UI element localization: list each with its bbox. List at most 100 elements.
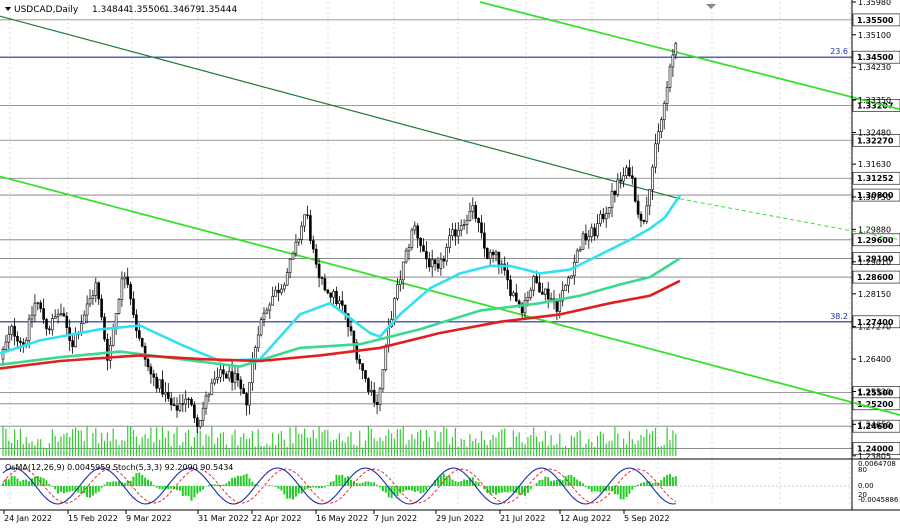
osma-bar — [8, 479, 10, 486]
candle-body — [527, 297, 529, 300]
candle-body — [333, 291, 335, 297]
osma-bar — [362, 483, 364, 486]
osma-bar — [106, 482, 108, 486]
osma-bar — [312, 486, 314, 487]
candle-body — [43, 309, 45, 320]
osma-bar — [524, 486, 526, 496]
price-tick-label: 1.26400 — [858, 355, 891, 364]
candle-body — [524, 300, 526, 312]
candle-body — [19, 341, 21, 342]
osma-bar — [330, 482, 332, 486]
candle-body — [353, 331, 355, 343]
candle-body — [434, 260, 436, 264]
osma-bar — [402, 486, 404, 492]
osma-bar — [112, 481, 114, 486]
candle-body — [179, 404, 181, 411]
osma-bar — [286, 486, 288, 499]
candle-body — [626, 168, 628, 176]
osma-bar — [556, 480, 558, 486]
candle-body — [301, 226, 303, 239]
candle-body — [396, 285, 398, 299]
candle-body — [446, 247, 448, 261]
candle-body — [518, 301, 520, 304]
candle-body — [657, 132, 659, 144]
candle-body — [570, 276, 572, 278]
candle-body — [370, 390, 372, 391]
osma-bar — [48, 484, 50, 486]
osma-bar — [399, 486, 401, 493]
candle-body — [138, 331, 140, 339]
osma-bar — [315, 486, 317, 488]
candle-body — [669, 67, 671, 87]
osma-bar — [568, 475, 570, 486]
candle-body — [156, 377, 158, 388]
candle-body — [483, 233, 485, 248]
price-tick-label: 1.34230 — [858, 63, 891, 72]
candle-body — [550, 299, 552, 300]
candle-body — [37, 303, 39, 304]
candle-body — [614, 191, 616, 194]
candle-body — [185, 399, 187, 404]
osma-bar — [188, 486, 190, 496]
osma-bar — [66, 486, 68, 492]
candle-body — [40, 303, 42, 309]
candle-body — [367, 379, 369, 392]
osma-bar — [22, 480, 24, 486]
price-tick-label: 1.27270 — [858, 323, 891, 332]
candle-body — [17, 336, 19, 341]
candle-body — [379, 389, 381, 405]
osma-bar — [170, 486, 172, 489]
osma-bar — [675, 476, 677, 486]
candle-body — [130, 284, 132, 299]
candle-body — [11, 326, 13, 334]
candle-body — [481, 223, 483, 233]
osma-bar — [365, 482, 367, 486]
candle-body — [315, 249, 317, 264]
candle-body — [101, 299, 103, 317]
candle-body — [202, 408, 204, 420]
osma-bar — [489, 486, 491, 494]
date-tick-label: 7 Jun 2022 — [374, 514, 417, 523]
candle-body — [588, 237, 590, 240]
candle-body — [362, 364, 364, 371]
osma-bar — [138, 473, 140, 486]
osma-bar — [620, 486, 622, 499]
osma-bar — [591, 486, 593, 492]
candle-body — [420, 238, 422, 245]
candle-body — [86, 304, 88, 315]
candle-body — [225, 374, 227, 378]
osma-bar — [214, 484, 216, 486]
candle-body — [266, 310, 268, 313]
candle-body — [153, 374, 155, 377]
candle-body — [428, 259, 430, 267]
indicator-axis-label: 0.00 — [858, 482, 874, 490]
osma-bar — [309, 486, 311, 488]
candle-body — [631, 176, 633, 179]
osma-bar — [153, 485, 155, 486]
osma-bar — [92, 486, 94, 496]
osma-bar — [28, 481, 30, 486]
osma-bar — [457, 482, 459, 486]
osma-bar — [350, 480, 352, 486]
candle-body — [60, 314, 62, 315]
candle-body — [318, 264, 320, 277]
price-tick-label: 1.29010 — [858, 258, 891, 267]
price-tick-label: 1.35980 — [858, 0, 891, 7]
candle-body — [54, 317, 56, 319]
osma-bar — [144, 478, 146, 486]
candle-body — [414, 226, 416, 230]
price-tick-label: 1.25530 — [858, 388, 891, 397]
osma-bar — [228, 481, 230, 486]
candle-body — [124, 277, 126, 279]
candle-body — [457, 230, 459, 236]
candle-body — [530, 290, 532, 297]
candle-body — [283, 285, 285, 289]
candle-body — [228, 372, 230, 378]
candle-body — [666, 87, 668, 103]
osma-bar — [541, 480, 543, 486]
candle-body — [83, 315, 85, 324]
osma-bar — [324, 486, 326, 487]
candle-body — [191, 399, 193, 405]
candle-body — [298, 239, 300, 242]
osma-bar — [321, 486, 323, 488]
